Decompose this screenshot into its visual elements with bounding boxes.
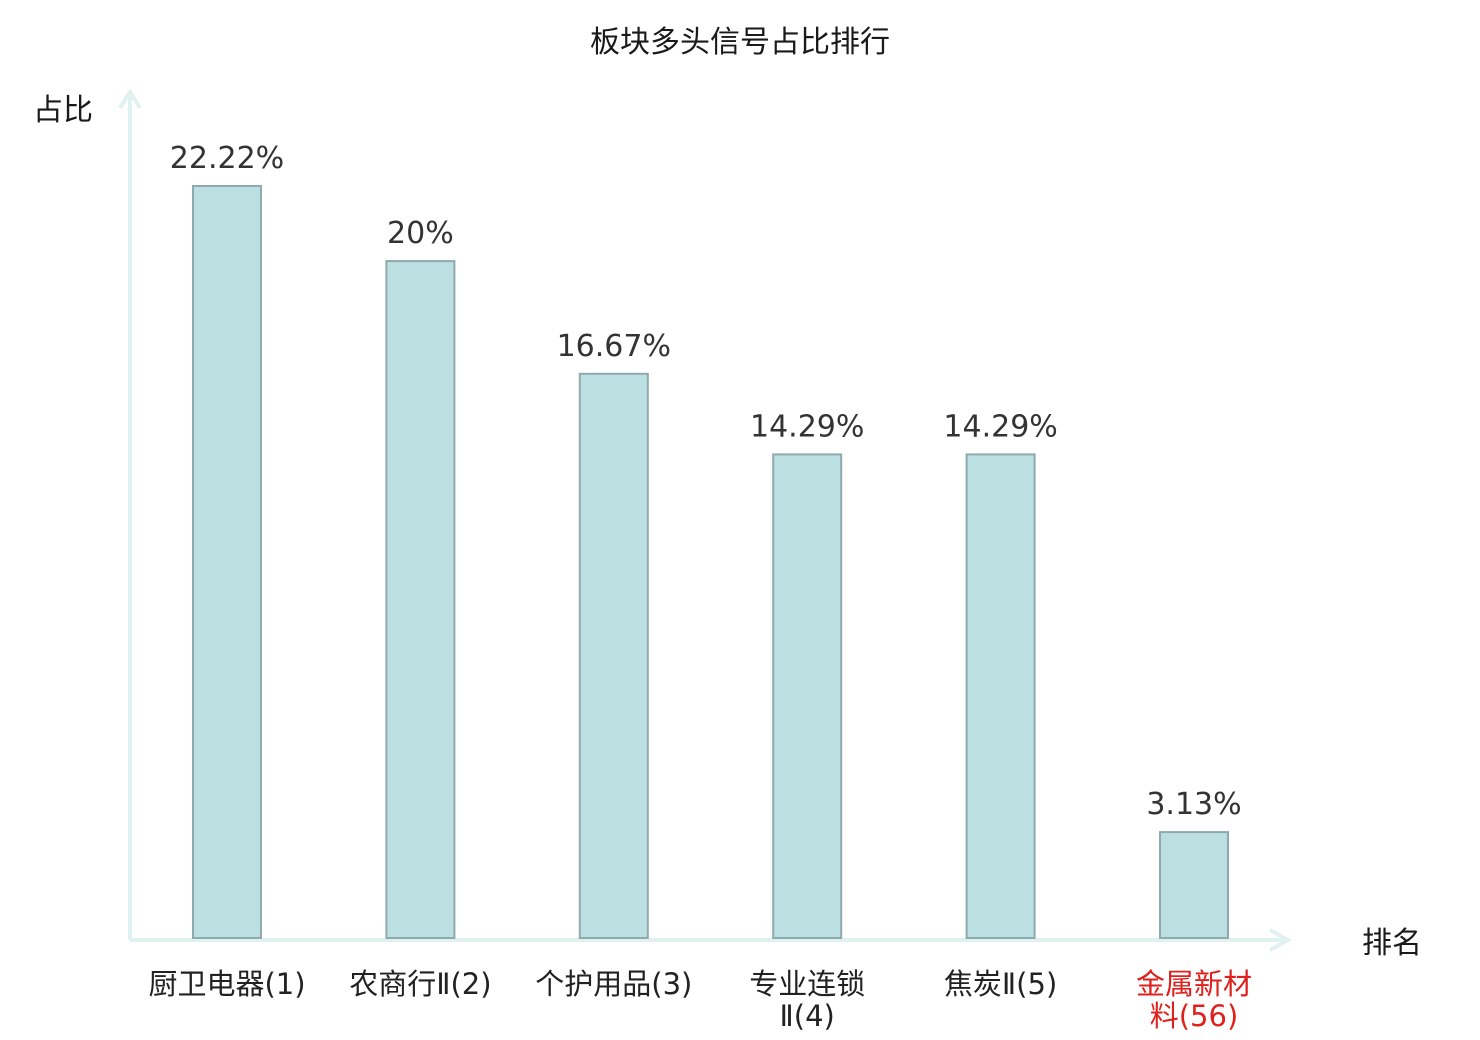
bar xyxy=(965,453,1036,939)
axes xyxy=(118,88,1293,952)
bar xyxy=(192,185,262,939)
chart-title: 板块多头信号占比排行 xyxy=(590,25,890,60)
y-axis-title: 占比 xyxy=(33,93,93,128)
data-label: 16.67% xyxy=(557,329,671,364)
bar xyxy=(772,453,843,939)
x-axis-arrow-icon xyxy=(1269,928,1293,952)
value-labels-group: 22.22% 20% 16.67% 14.29% 14.29% 3.13% xyxy=(170,141,1242,822)
data-label: 14.29% xyxy=(943,409,1057,444)
bar xyxy=(1159,831,1229,939)
x-tick-label: 个护用品(3) xyxy=(535,967,692,1001)
data-label: 22.22% xyxy=(170,141,284,176)
data-label: 3.13% xyxy=(1146,787,1241,822)
x-tick-label: 厨卫电器(1) xyxy=(148,967,305,1001)
x-tick-label: 专业连锁 Ⅱ(4) xyxy=(749,967,865,1033)
category-labels-group: 厨卫电器(1) 农商行Ⅱ(2) 个护用品(3) 专业连锁 Ⅱ(4) 焦炭Ⅱ(5) 金属新材料… xyxy=(148,967,1252,1033)
x-tick-label: 金属新材料(56) xyxy=(1136,967,1252,1033)
x-tick-label: 农商行Ⅱ(2) xyxy=(349,967,491,1001)
bar xyxy=(578,372,649,939)
bar xyxy=(385,260,456,940)
data-label: 14.29% xyxy=(750,409,864,444)
data-label: 20% xyxy=(387,216,454,251)
x-tick-label: 焦炭Ⅱ(5) xyxy=(944,967,1057,1001)
y-axis-arrow-icon xyxy=(118,88,142,110)
bars-group xyxy=(192,185,1229,940)
x-axis-title: 排名 xyxy=(1362,926,1422,961)
